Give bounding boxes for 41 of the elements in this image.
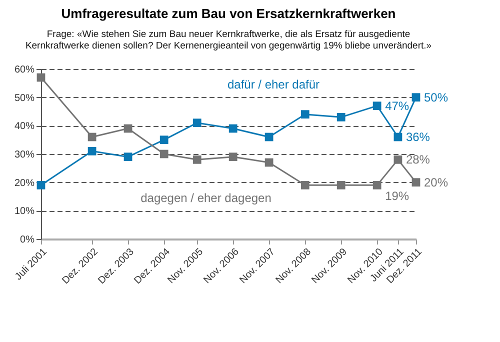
data-label: 20% bbox=[424, 175, 448, 190]
point bbox=[192, 155, 202, 164]
y-tick-label: 30% bbox=[14, 150, 35, 160]
point bbox=[36, 180, 46, 190]
point bbox=[192, 118, 202, 128]
point bbox=[264, 132, 274, 142]
series-label: dagegen / eher dagegen bbox=[140, 191, 272, 206]
point bbox=[372, 180, 382, 190]
y-tick-label: 50% bbox=[14, 92, 35, 104]
point bbox=[372, 102, 382, 110]
point bbox=[228, 152, 238, 162]
y-tick-label: 20% bbox=[14, 178, 35, 189]
point bbox=[160, 136, 168, 144]
series-label: dafür / eher dafür bbox=[227, 77, 320, 92]
y-tick-label: 0% bbox=[20, 234, 35, 246]
point bbox=[394, 132, 402, 142]
point bbox=[228, 124, 238, 133]
point bbox=[88, 132, 96, 142]
y-tick-label: 40% bbox=[14, 121, 35, 132]
y-tick-label: 10% bbox=[14, 206, 35, 218]
point bbox=[160, 150, 168, 158]
point bbox=[336, 112, 346, 122]
point bbox=[264, 158, 274, 167]
point bbox=[412, 178, 420, 187]
point bbox=[300, 110, 310, 119]
point bbox=[394, 155, 402, 164]
point bbox=[124, 124, 132, 133]
point bbox=[412, 93, 420, 102]
data-label: 28% bbox=[406, 152, 430, 167]
point bbox=[336, 180, 346, 190]
chart-title: Umfrageresultate zum Bau von Ersatzkernkraftwerken bbox=[61, 6, 396, 21]
point bbox=[36, 73, 46, 82]
data-label: 19% bbox=[385, 189, 410, 204]
chart-subtitle: Frage: «Wie stehen Sie zum Bau neuer Kernkraftwerke, die als Ersatz für ausgediente Kernkraftwerke dienen sollen? Der Kernenergieanteil von gegenwärtig 19% bliebe unverändert.» bbox=[25, 29, 432, 52]
y-tick-label: 60% bbox=[14, 64, 35, 76]
data-label: 36% bbox=[406, 130, 430, 144]
data-label: 50% bbox=[424, 90, 448, 104]
point bbox=[300, 180, 310, 190]
point bbox=[88, 146, 96, 156]
data-label: 47% bbox=[385, 98, 410, 113]
point bbox=[124, 152, 132, 162]
